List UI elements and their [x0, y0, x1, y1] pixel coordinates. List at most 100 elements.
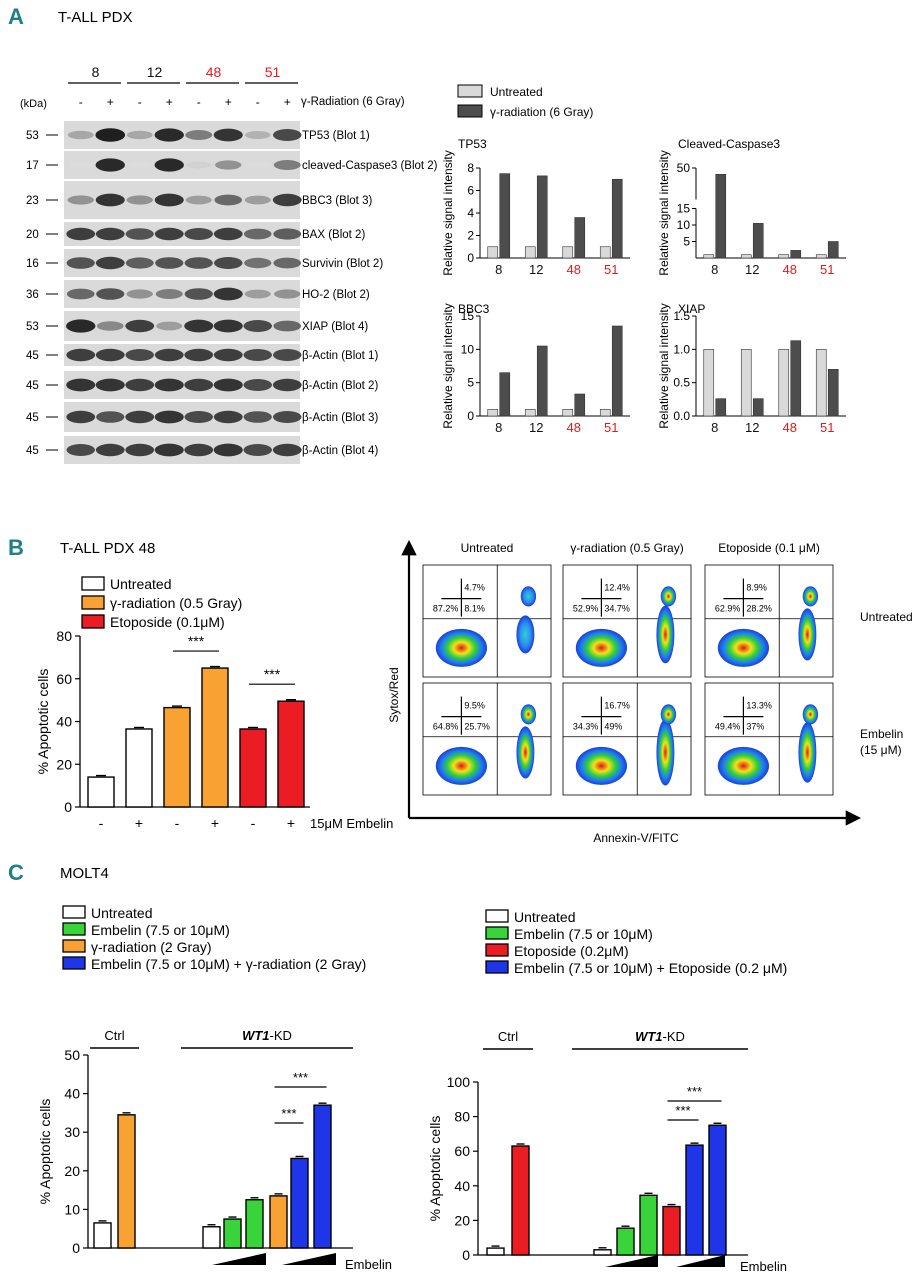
y-tick-label: 1.5 [673, 309, 690, 323]
blot-band [125, 228, 154, 240]
y-tick-label: 40 [454, 1178, 470, 1194]
blot-label: β-Actin (Blot 4) [302, 445, 378, 457]
group-label-ctrl: Ctrl [498, 1029, 518, 1044]
x-tick-label: 12 [529, 420, 543, 435]
blot-band [272, 378, 302, 392]
bar [269, 1195, 288, 1249]
blot-band [273, 349, 302, 361]
blot-band [67, 195, 94, 205]
flow-population-live [435, 628, 487, 667]
flow-population-live [717, 746, 770, 785]
embelin-gradient-wedge [282, 1253, 336, 1265]
bar [740, 349, 752, 417]
group-label-ctrl: Ctrl [104, 1028, 124, 1043]
significance-label: *** [264, 666, 281, 682]
blot-label: HO-2 (Blot 2) [302, 289, 370, 301]
chart-pdx48-apoptosis: T-ALL PDX 48 Untreated γ-radiation (0.5 Gr… [35, 540, 393, 831]
flow-quadrant-ll: 34.3% [573, 722, 599, 732]
y-tick-label: 0 [72, 1240, 80, 1256]
blot-band [184, 319, 214, 333]
blot-band [185, 130, 213, 140]
treatment-sign: + [166, 95, 173, 109]
blot-band [186, 161, 212, 169]
y-tick-label: 10 [677, 218, 691, 232]
flow-population-apoptotic [656, 719, 675, 786]
bar [815, 254, 827, 259]
y-tick-label: 0 [462, 1247, 470, 1263]
group-label-gene: WT1 [242, 1028, 269, 1043]
significance-label: *** [293, 1070, 308, 1085]
x-tick-label: - [175, 815, 180, 831]
blot-band [96, 321, 124, 331]
blot-band [184, 411, 213, 423]
blot-band [214, 194, 243, 206]
kda-value: 53 [26, 130, 39, 142]
y-tick-label: 0 [467, 251, 474, 265]
legend-swatch [485, 943, 509, 957]
treatment-sign: + [107, 95, 114, 109]
treatment-sign: + [284, 95, 291, 109]
blot-band [66, 410, 96, 424]
blot-band [154, 158, 184, 172]
blot-band [273, 257, 302, 269]
blot-band [184, 378, 214, 392]
legend-label: γ-radiation (0.5 Gray) [110, 595, 242, 611]
x-axis-label: Annexin-V/FITC [593, 831, 679, 845]
flow-quadrant-lr: 34.7% [604, 604, 630, 614]
blot-band [125, 378, 155, 392]
blot-band [125, 349, 154, 361]
blot-band [273, 411, 302, 423]
flow-row-label: Untreated [860, 610, 913, 624]
blot-band [184, 288, 213, 300]
y-tick-label: 50 [677, 161, 691, 175]
panel-a-title: T-ALL PDX [58, 9, 132, 26]
x-tick-label: 12 [745, 262, 759, 277]
legend-swatch [485, 960, 509, 974]
y-tick-label: 60 [56, 671, 72, 687]
legend-swatch [62, 956, 86, 970]
x-tick-label: 51 [820, 420, 834, 435]
y-tick-label: 2 [467, 229, 474, 243]
bar [524, 409, 536, 417]
sample-label-51: 51 [265, 64, 281, 80]
panel-letter-c: C [8, 860, 24, 885]
blot-band [213, 378, 243, 392]
flow-population-dead [802, 704, 819, 725]
blot-band [213, 348, 243, 362]
blot-band [95, 443, 125, 457]
kda-value: 45 [26, 445, 39, 457]
blot-band [213, 410, 243, 424]
kda-value: 45 [26, 380, 39, 392]
blot-label: TP53 (Blot 1) [302, 130, 370, 142]
blot-band [125, 410, 155, 424]
bar [486, 1247, 505, 1256]
flow-column-label: Untreated [461, 541, 514, 555]
blot-band [213, 128, 243, 142]
bar [487, 409, 499, 417]
x-tick-label: 8 [495, 262, 502, 277]
legend-label: Untreated [110, 576, 171, 592]
bar [715, 398, 727, 417]
legend-swatch [457, 84, 483, 98]
bar [562, 409, 574, 417]
bar [245, 1199, 264, 1249]
y-axis-label: Relative signal intensity [657, 150, 671, 275]
legend-swatch [485, 909, 509, 923]
blot-band [272, 193, 302, 207]
bar [239, 728, 267, 808]
blot-band [96, 411, 125, 423]
blot-band [155, 257, 184, 269]
blot-label: Survivin (Blot 2) [302, 258, 383, 270]
blot-band [66, 378, 96, 392]
flow-quadrant-ur: 16.7% [604, 701, 630, 711]
kda-label: (kDa) [20, 98, 47, 110]
chart-title: T-ALL PDX 48 [60, 540, 155, 557]
y-axis-label: Relative signal intensity [441, 150, 455, 275]
blot-band [184, 348, 214, 362]
treatment-sign: + [225, 95, 232, 109]
treatment-sign: - [138, 95, 142, 109]
bar [536, 345, 548, 417]
blot-band [95, 378, 125, 392]
kda-value: 45 [26, 350, 39, 362]
